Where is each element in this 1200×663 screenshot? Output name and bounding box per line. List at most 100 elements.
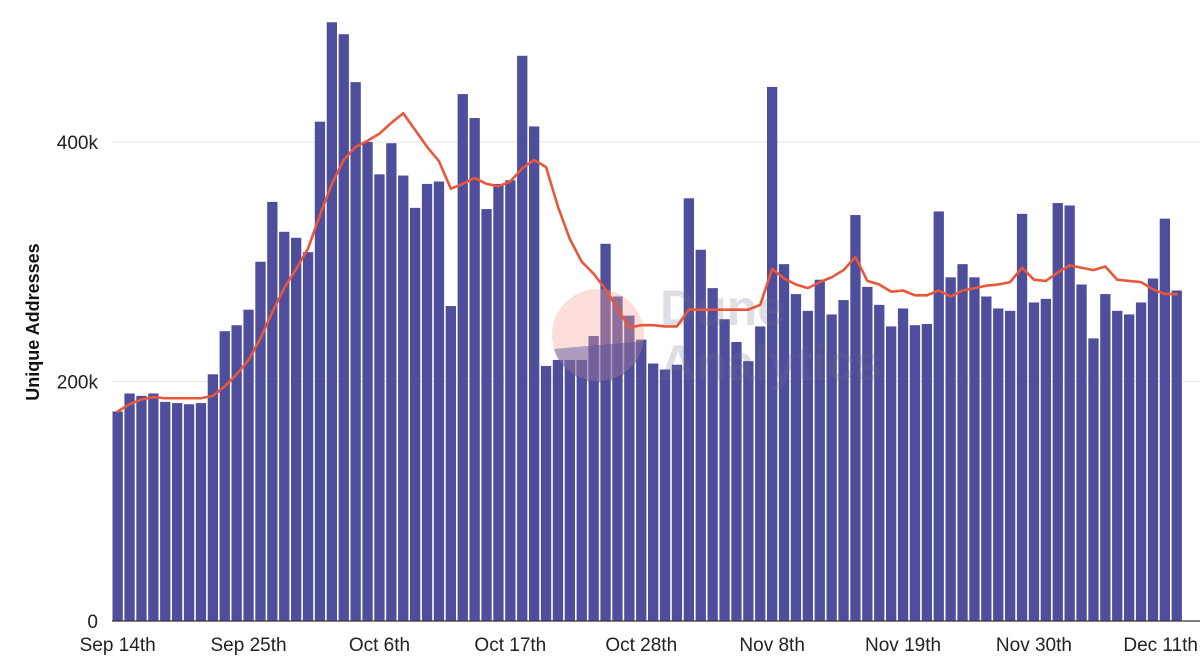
bar [1064,205,1075,621]
bar [1005,310,1016,621]
watermark: Dune Analytics [552,280,882,391]
bar [1159,218,1170,621]
bar [683,198,694,621]
bar [1147,278,1159,621]
bar [493,183,504,621]
bar [897,308,909,621]
bar [552,359,564,621]
bar [386,143,397,621]
x-tick-label: Sep 14th [80,635,156,656]
bar [981,296,992,621]
bar [838,300,849,621]
bar [886,326,897,621]
bar [624,315,635,621]
bar [648,363,659,621]
bar [969,277,980,621]
x-tick-labels: Sep 14th Sep 25th Oct 6th Oct 17th Oct 28th N… [80,635,1198,656]
x-tick-label: Dec 11th [1123,635,1198,656]
bar [291,237,302,622]
bar [850,215,861,622]
bar [933,211,944,621]
bar [445,306,456,621]
x-tick-label: Oct 17th [474,635,546,656]
bar [790,294,802,621]
bar [410,207,421,622]
bar [671,364,683,621]
bar [362,142,373,621]
bar [243,309,254,621]
bar [1100,294,1111,621]
x-tick-label: Sep 25th [211,635,287,656]
bar [612,296,623,621]
bar [1124,314,1135,621]
watermark-line2: Analytics [660,335,882,391]
bar [719,319,730,621]
bar [231,325,242,621]
bar [433,181,445,621]
x-tick-label: Nov 8th [739,635,804,656]
y-axis-title: Unique Addresses [23,243,43,400]
bar [172,403,183,621]
bar [314,121,326,621]
bar [755,326,766,621]
bar [1088,338,1099,621]
bar [1028,302,1040,621]
bar [731,341,742,621]
bar [457,94,468,622]
bar [743,361,754,621]
moving-average-line [116,111,1179,413]
x-tick-label: Nov 19th [865,635,941,656]
bar [183,404,195,621]
bar [1076,284,1087,621]
bar [993,308,1004,621]
bar [517,55,528,621]
x-tick-label: Oct 6th [349,635,410,656]
bar [874,304,885,621]
bar [1040,298,1051,621]
bar [778,264,790,621]
bar [1016,213,1028,621]
y-tick-label: 200k [57,373,99,394]
bar [1135,302,1147,621]
y-tick-label: 0 [87,612,98,633]
dune-logo-icon [552,289,644,383]
bar [219,331,230,621]
bar [636,339,647,621]
bar [1052,203,1063,621]
bar [767,86,778,621]
bar [707,288,718,621]
bar [481,209,492,621]
bar [350,82,361,622]
bar [695,249,706,621]
bar [529,126,540,622]
bar [564,359,575,621]
bar [160,401,171,621]
bar [374,174,385,621]
bar [1112,310,1123,621]
bar [945,277,956,621]
x-tick-label: Oct 28th [605,635,677,656]
bar [921,324,932,621]
bar [124,393,135,621]
bar [421,183,433,621]
bar [112,411,123,621]
bar [469,118,480,622]
bar [136,395,147,621]
bar [267,201,278,622]
x-tick-label: Nov 30th [996,635,1072,656]
bar [540,365,552,621]
bar [814,279,825,621]
bar [802,310,813,621]
bar [600,243,611,622]
bar [398,175,409,621]
bar [207,374,218,621]
y-tick-labels: 0 200k 400k [57,133,99,633]
bar [326,22,337,621]
bar [1171,290,1182,621]
bar [255,261,266,621]
bar [576,359,587,621]
bar [279,231,290,621]
bar [826,314,837,621]
bar [957,264,968,621]
